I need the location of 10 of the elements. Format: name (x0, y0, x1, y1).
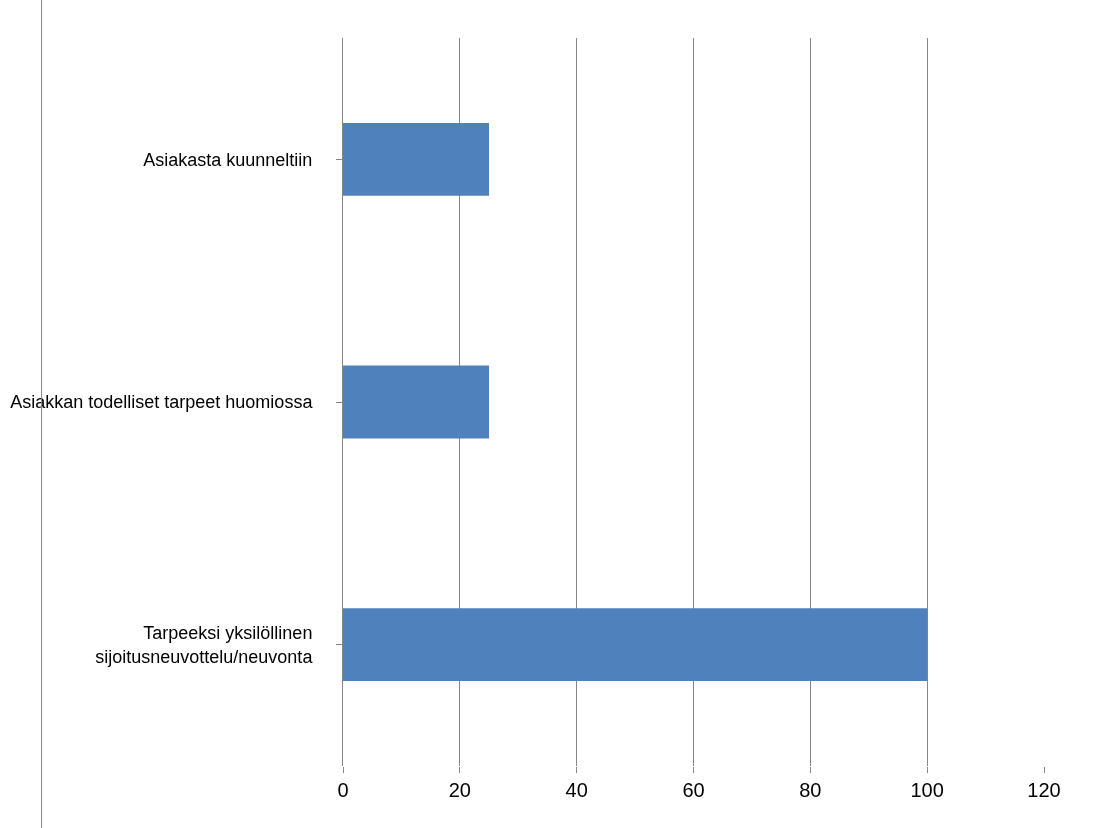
x-tick-label: 40 (565, 779, 588, 801)
x-tick-label: 100 (910, 779, 944, 801)
x-tick-label: 0 (337, 779, 349, 801)
x-tick-label: 20 (448, 779, 471, 801)
x-tick-label: 60 (682, 779, 705, 801)
x-tick-label: 80 (799, 779, 822, 801)
x-tick-label: 120 (1027, 779, 1061, 801)
y-tick-label: Asiakasta kuunneltiin (143, 149, 313, 170)
y-tick-label: Tarpeeksi yksilöllinen sijoitusneuvottelu/neuvonta (95, 623, 314, 667)
y-tick-label: Asiakkan todelliset tarpeet huomiossa (10, 392, 314, 413)
